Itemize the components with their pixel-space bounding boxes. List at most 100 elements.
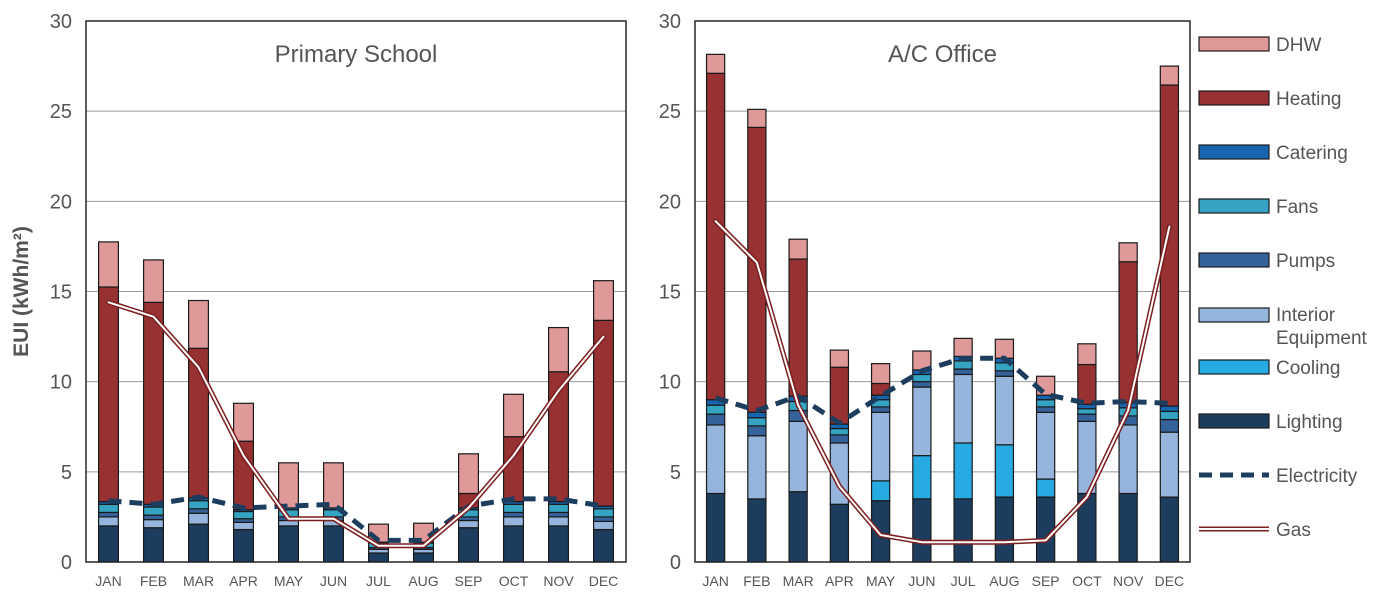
bar-segment-dhw bbox=[1119, 243, 1137, 262]
legend-label-line: Equipment bbox=[1276, 328, 1368, 349]
bar-segment-interior-equipment bbox=[279, 521, 299, 526]
bar-segment-interior-equipment bbox=[913, 387, 931, 456]
bar-segment-lighting bbox=[234, 530, 254, 562]
legend-swatch bbox=[1199, 91, 1269, 105]
legend-swatch bbox=[1199, 145, 1269, 159]
y-tick-label: 30 bbox=[659, 11, 681, 33]
x-tick-label: AUG bbox=[408, 573, 438, 589]
bar-segment-lighting bbox=[99, 526, 119, 562]
bar-segment-lighting bbox=[144, 528, 164, 562]
bar-segment-dhw bbox=[707, 54, 725, 73]
bar-segment-dhw bbox=[504, 394, 524, 436]
bar-segment-fans bbox=[954, 361, 972, 369]
legend-label: DHW bbox=[1276, 35, 1321, 56]
bar-segment-heating bbox=[830, 367, 848, 424]
bar-segment-fans bbox=[748, 418, 766, 426]
y-tick-label: 0 bbox=[670, 552, 681, 574]
bar-segment-lighting bbox=[324, 526, 344, 562]
bar-segment-pumps bbox=[995, 371, 1013, 376]
bar-segment-fans bbox=[1037, 400, 1055, 407]
bar-segment-dhw bbox=[830, 350, 848, 367]
bar-segment-lighting bbox=[789, 492, 807, 562]
bar-segment-interior-equipment bbox=[748, 436, 766, 499]
x-tick-label: JAN bbox=[702, 573, 728, 589]
bar-segment-dhw bbox=[789, 239, 807, 259]
x-tick-label: JUL bbox=[366, 573, 391, 589]
bar-segment-heating bbox=[1078, 365, 1096, 405]
legend-label: Fans bbox=[1276, 197, 1318, 218]
bar-segment-cooling bbox=[954, 443, 972, 499]
bar-segment-fans bbox=[144, 507, 164, 515]
bar-segment-fans bbox=[234, 512, 254, 519]
bar-segment-interior-equipment bbox=[504, 517, 524, 526]
legend-label: Lighting bbox=[1276, 412, 1343, 433]
x-tick-label: JUN bbox=[320, 573, 347, 589]
y-tick-label: 15 bbox=[50, 282, 72, 304]
bar-segment-dhw bbox=[549, 328, 569, 372]
legend-label: Cooling bbox=[1276, 358, 1340, 379]
legend-item-catering: Catering bbox=[1199, 143, 1348, 164]
x-tick-label: FEB bbox=[743, 573, 770, 589]
bar-segment-interior-equipment bbox=[995, 376, 1013, 445]
legend-item-cooling: Cooling bbox=[1199, 358, 1340, 379]
legend-swatch bbox=[1199, 360, 1269, 374]
bar-segment-dhw bbox=[872, 364, 890, 384]
y-tick-label: 10 bbox=[659, 372, 681, 394]
bar-segment-pumps bbox=[830, 435, 848, 443]
x-tick-label: OCT bbox=[499, 573, 529, 589]
bar-segment-fans bbox=[504, 504, 524, 512]
legend-label: Electricity bbox=[1276, 466, 1358, 487]
y-tick-label: 5 bbox=[670, 462, 681, 484]
bar-segment-interior-equipment bbox=[1119, 425, 1137, 494]
bar-segment-lighting bbox=[549, 526, 569, 562]
bar-segment-dhw bbox=[324, 463, 344, 508]
bar-segment-lighting bbox=[1160, 497, 1178, 562]
legend-swatch bbox=[1199, 253, 1269, 267]
bar-segment-lighting bbox=[189, 524, 209, 562]
bar-segment-interior-equipment bbox=[1160, 432, 1178, 497]
bar-segment-pumps bbox=[707, 414, 725, 425]
bar-segment-dhw bbox=[189, 301, 209, 349]
bar-segment-pumps bbox=[189, 509, 209, 514]
bar-segment-pumps bbox=[594, 517, 614, 522]
bar-segment-lighting bbox=[748, 499, 766, 562]
bar-segment-lighting bbox=[995, 497, 1013, 562]
bar-segment-pumps bbox=[504, 512, 524, 517]
y-tick-label: 0 bbox=[61, 552, 72, 574]
bar-segment-pumps bbox=[913, 382, 931, 387]
bar-segment-lighting bbox=[913, 499, 931, 562]
bar-segment-interior-equipment bbox=[707, 425, 725, 494]
bar-segment-fans bbox=[1078, 409, 1096, 414]
legend-label: Catering bbox=[1276, 143, 1348, 164]
bar-segment-dhw bbox=[279, 463, 299, 508]
bar-segment-lighting bbox=[459, 528, 479, 562]
legend-label-line: Interior bbox=[1276, 305, 1336, 326]
legend-label: Gas bbox=[1276, 520, 1311, 541]
bar-segment-pumps bbox=[954, 369, 972, 374]
x-tick-label: SEP bbox=[1032, 573, 1060, 589]
bar-segment-lighting bbox=[369, 553, 389, 562]
bar-segment-heating bbox=[99, 287, 119, 502]
legend-label: Heating bbox=[1276, 89, 1342, 110]
legend-label: Pumps bbox=[1276, 251, 1335, 272]
bar-segment-dhw bbox=[594, 281, 614, 321]
legend-item-heating: Heating bbox=[1199, 89, 1342, 110]
bar-segment-pumps bbox=[144, 515, 164, 520]
bar-segment-fans bbox=[1160, 411, 1178, 419]
legend-item-lighting: Lighting bbox=[1199, 412, 1343, 433]
bar-segment-fans bbox=[189, 501, 209, 509]
bar-segment-interior-equipment bbox=[189, 513, 209, 524]
bar-segment-pumps bbox=[748, 426, 766, 436]
x-tick-label: MAY bbox=[866, 573, 896, 589]
y-tick-label: 5 bbox=[61, 462, 72, 484]
bar-segment-dhw bbox=[954, 338, 972, 356]
bar-segment-dhw bbox=[748, 109, 766, 127]
bar-segment-fans bbox=[913, 374, 931, 381]
x-tick-label: DEC bbox=[589, 573, 619, 589]
bar-segment-pumps bbox=[1160, 420, 1178, 433]
